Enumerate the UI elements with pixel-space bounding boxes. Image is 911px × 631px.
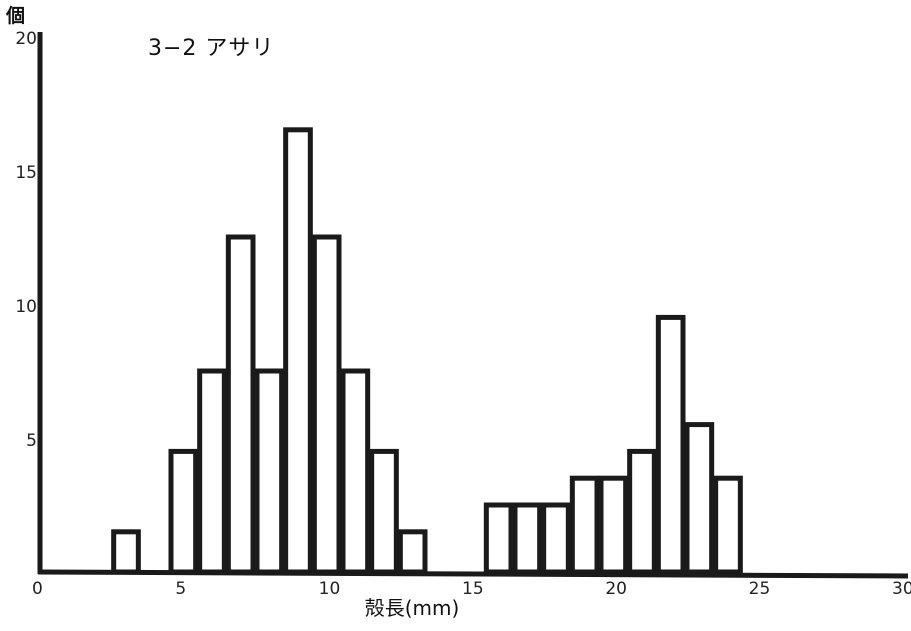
histogram-bar xyxy=(168,448,199,575)
histogram-bar xyxy=(111,529,141,575)
ticks-group: 0 5 10 15 20 25 30 5 10 15 20 xyxy=(15,29,911,599)
histogram-bar xyxy=(598,475,629,575)
histogram-bar xyxy=(225,234,256,575)
y-tick-label: 5 xyxy=(26,431,37,451)
x-tick-label: 10 xyxy=(319,579,341,599)
histogram-bar xyxy=(684,422,715,575)
histogram-bar xyxy=(569,475,600,575)
histogram-bar xyxy=(655,314,686,575)
histogram-bar xyxy=(283,127,313,575)
histogram-bar xyxy=(627,448,657,575)
histogram-bar xyxy=(340,368,371,575)
x-tick-label: 25 xyxy=(749,579,771,599)
chart-title: 3−2 アサリ xyxy=(148,36,274,61)
y-tick-label: 15 xyxy=(15,163,37,183)
x-tick-label: 30 xyxy=(892,579,911,599)
histogram-bar xyxy=(541,502,571,575)
histogram-bar xyxy=(254,368,285,575)
x-tick-label: 0 xyxy=(32,579,43,599)
x-axis-line xyxy=(37,569,909,579)
y-tick-label: 20 xyxy=(15,29,37,49)
bars-group xyxy=(111,127,743,575)
y-axis-label: 個 xyxy=(5,5,25,27)
x-axis-label: 殻長(mm) xyxy=(365,596,460,620)
histogram-bar xyxy=(369,448,399,575)
histogram-bar xyxy=(197,368,227,575)
histogram-bar xyxy=(311,234,342,575)
histogram-bar xyxy=(512,502,543,575)
x-tick-label: 20 xyxy=(605,579,627,599)
histogram-bar xyxy=(397,529,428,575)
histogram-bar xyxy=(483,502,514,575)
histogram-bar xyxy=(713,475,743,575)
axes-group xyxy=(37,32,909,579)
x-tick-label: 5 xyxy=(175,579,186,599)
y-tick-label: 10 xyxy=(15,297,37,317)
x-tick-label: 15 xyxy=(462,579,484,599)
